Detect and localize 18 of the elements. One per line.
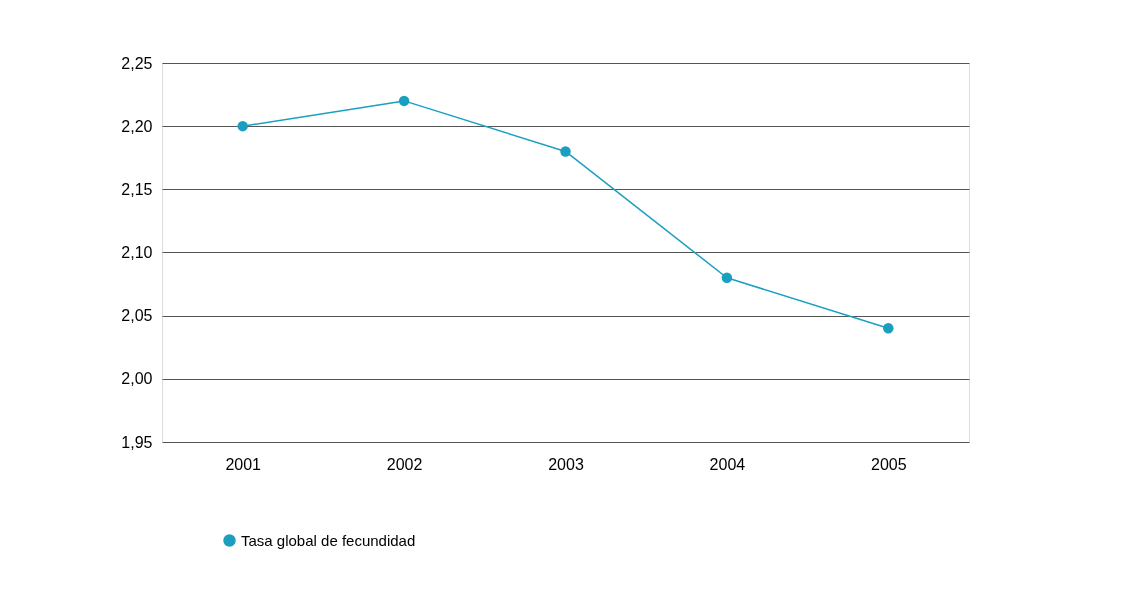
- y-tick-label: 1,95: [121, 433, 153, 451]
- y-tick-label: 2,05: [121, 307, 153, 325]
- y-tick-label: 2,25: [121, 54, 153, 72]
- point: [398, 95, 410, 107]
- x-tick-label: 2004: [709, 455, 746, 473]
- point: [883, 323, 894, 334]
- point: [721, 272, 733, 283]
- x-tick-label: 2002: [386, 455, 423, 473]
- x-tick-label: 2005: [871, 455, 907, 473]
- point: [560, 146, 571, 157]
- y-tick-label: 2,00: [121, 370, 153, 388]
- x-tick-label: 2003: [548, 455, 584, 473]
- legend-label: Tasa global de fecundidad: [241, 531, 416, 549]
- x-tick-label: 2001: [225, 455, 262, 473]
- point: [237, 120, 248, 132]
- y-tick-label: 2,20: [121, 117, 153, 135]
- y-tick-label: 2,10: [121, 244, 153, 261]
- y-tick-label: 2,15: [121, 180, 153, 198]
